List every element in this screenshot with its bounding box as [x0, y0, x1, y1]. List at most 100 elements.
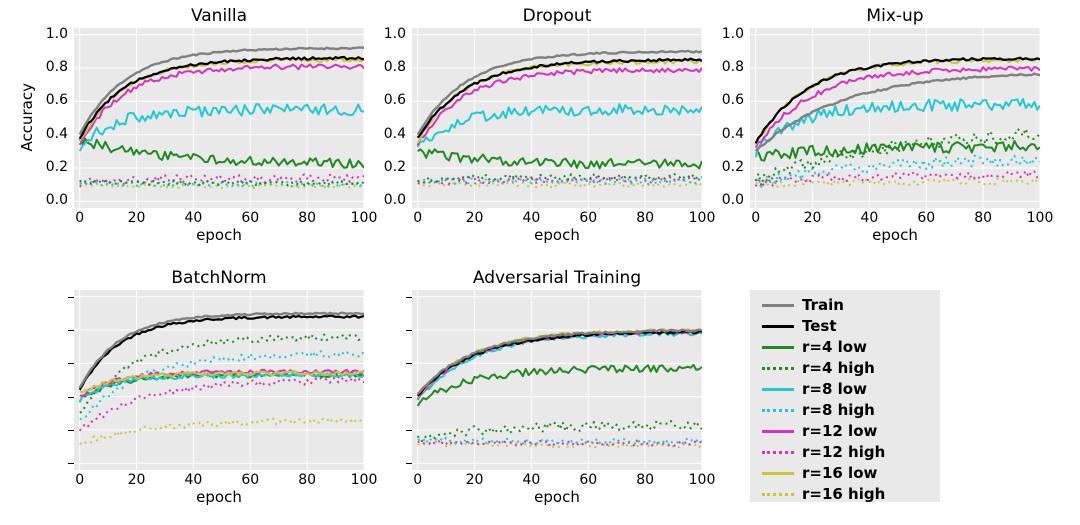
ytick-label: 0.8 [46, 59, 68, 75]
legend-swatch [762, 409, 794, 412]
xtick-label: 80 [631, 210, 659, 226]
xtick-label: 0 [66, 472, 94, 488]
legend-item-test: Test [762, 317, 837, 335]
ytick-dash [68, 430, 74, 431]
legend-item-r8_low: r=8 low [762, 380, 867, 398]
xtick-label: 20 [461, 472, 489, 488]
ytick-label: 0.8 [722, 59, 744, 75]
xtick-label: 100 [688, 210, 716, 226]
ytick-label: 0.2 [722, 159, 744, 175]
panel-title: Adversarial Training [412, 268, 702, 288]
ytick-label: 0.8 [384, 59, 406, 75]
legend-swatch [762, 472, 794, 475]
legend-item-r16_high: r=16 high [762, 485, 885, 503]
xtick-label: 80 [293, 210, 321, 226]
ylabel: Accuracy [18, 83, 36, 151]
ytick-label: 0.0 [46, 192, 68, 208]
panel-advtrain: Adversarial Training020406080100epoch [412, 290, 702, 470]
legend: TrainTestr=4 lowr=4 highr=8 lowr=8 highr… [750, 290, 940, 502]
xtick-label: 0 [404, 210, 432, 226]
ytick-label: 0.0 [384, 192, 406, 208]
xtick-label: 40 [179, 472, 207, 488]
legend-swatch [762, 325, 794, 328]
legend-label: r=16 low [802, 464, 877, 482]
ytick-dash [68, 363, 74, 364]
ytick-dash [406, 430, 412, 431]
xtick-label: 40 [855, 210, 883, 226]
xtick-label: 60 [236, 210, 264, 226]
plot-area [74, 28, 364, 208]
ytick-dash [406, 463, 412, 464]
plot-area [750, 28, 1040, 208]
ytick-dash [68, 330, 74, 331]
legend-swatch [762, 304, 794, 307]
xtick-label: 0 [404, 472, 432, 488]
xlabel: epoch [412, 226, 702, 244]
ytick-dash [68, 463, 74, 464]
ytick-dash [68, 397, 74, 398]
xtick-label: 100 [350, 210, 378, 226]
xlabel: epoch [750, 226, 1040, 244]
legend-swatch [762, 430, 794, 433]
ytick-label: 0.4 [722, 126, 744, 142]
legend-swatch [762, 493, 794, 496]
panel-dropout: Dropout020406080100epoch0.00.20.40.60.81… [412, 28, 702, 208]
xlabel: epoch [74, 226, 364, 244]
xtick-label: 80 [969, 210, 997, 226]
legend-label: r=4 low [802, 338, 867, 356]
xtick-label: 0 [742, 210, 770, 226]
legend-label: r=16 high [802, 485, 885, 503]
legend-item-r4_low: r=4 low [762, 338, 867, 356]
legend-swatch [762, 451, 794, 454]
legend-label: Train [802, 296, 844, 314]
xtick-label: 20 [123, 210, 151, 226]
xtick-label: 40 [179, 210, 207, 226]
ytick-label: 0.6 [722, 92, 744, 108]
xtick-label: 20 [799, 210, 827, 226]
legend-item-r8_high: r=8 high [762, 401, 875, 419]
panel-vanilla: Vanilla020406080100epoch0.00.20.40.60.81… [74, 28, 364, 208]
xtick-label: 40 [517, 210, 545, 226]
legend-item-r12_low: r=12 low [762, 422, 877, 440]
xtick-label: 80 [293, 472, 321, 488]
xtick-label: 60 [574, 472, 602, 488]
xtick-label: 20 [123, 472, 151, 488]
plot-area [74, 290, 364, 470]
ytick-label: 0.6 [384, 92, 406, 108]
ytick-dash [406, 330, 412, 331]
xtick-label: 40 [517, 472, 545, 488]
ytick-label: 1.0 [46, 26, 68, 42]
ytick-label: 0.0 [722, 192, 744, 208]
ytick-label: 1.0 [722, 26, 744, 42]
xtick-label: 0 [66, 210, 94, 226]
legend-label: r=12 high [802, 443, 885, 461]
panel-title: BatchNorm [74, 268, 364, 288]
panel-title: Dropout [412, 6, 702, 26]
xtick-label: 100 [688, 472, 716, 488]
ytick-label: 0.2 [46, 159, 68, 175]
legend-swatch [762, 388, 794, 391]
xtick-label: 100 [350, 472, 378, 488]
xtick-label: 20 [461, 210, 489, 226]
figure: Vanilla020406080100epoch0.00.20.40.60.81… [0, 0, 1080, 525]
xtick-label: 80 [631, 472, 659, 488]
ytick-label: 0.2 [384, 159, 406, 175]
plot-area [412, 28, 702, 208]
ytick-label: 0.4 [384, 126, 406, 142]
xtick-label: 60 [236, 472, 264, 488]
xtick-label: 60 [912, 210, 940, 226]
ytick-dash [406, 363, 412, 364]
ytick-dash [406, 297, 412, 298]
ytick-dash [406, 397, 412, 398]
legend-item-r16_low: r=16 low [762, 464, 877, 482]
legend-label: r=8 low [802, 380, 867, 398]
legend-label: r=12 low [802, 422, 877, 440]
panel-batchnorm: BatchNorm020406080100epoch [74, 290, 364, 470]
ytick-label: 0.4 [46, 126, 68, 142]
legend-item-r12_high: r=12 high [762, 443, 885, 461]
ytick-label: 1.0 [384, 26, 406, 42]
xlabel: epoch [74, 488, 364, 506]
plot-area [412, 290, 702, 470]
xtick-label: 100 [1026, 210, 1054, 226]
legend-label: Test [802, 317, 837, 335]
